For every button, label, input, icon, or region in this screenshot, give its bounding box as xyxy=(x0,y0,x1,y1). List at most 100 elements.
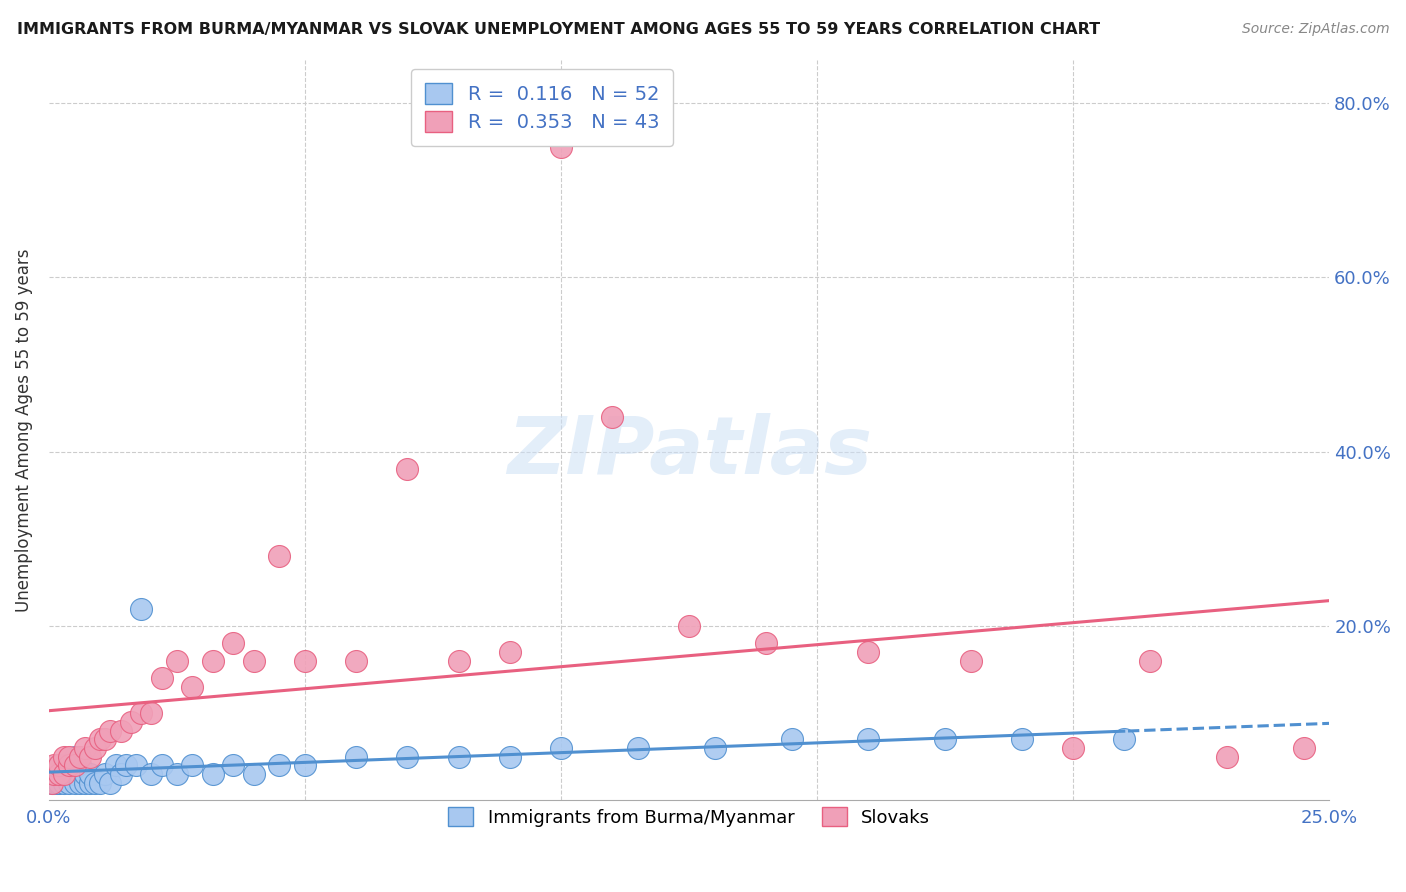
Point xyxy=(48,767,70,781)
Point xyxy=(53,749,76,764)
Point xyxy=(550,139,572,153)
Point xyxy=(42,767,65,781)
Point xyxy=(63,767,86,781)
Y-axis label: Unemployment Among Ages 55 to 59 years: Unemployment Among Ages 55 to 59 years xyxy=(15,248,32,612)
Point xyxy=(1216,749,1239,764)
Point xyxy=(125,758,148,772)
Text: Source: ZipAtlas.com: Source: ZipAtlas.com xyxy=(1241,22,1389,37)
Point xyxy=(755,636,778,650)
Point xyxy=(858,732,880,747)
Point xyxy=(48,758,70,772)
Point xyxy=(858,645,880,659)
Point xyxy=(100,776,122,790)
Point xyxy=(1114,732,1136,747)
Point xyxy=(53,758,76,772)
Point xyxy=(53,767,76,781)
Point xyxy=(294,654,316,668)
Point xyxy=(84,776,107,790)
Point xyxy=(79,749,101,764)
Point xyxy=(1292,740,1315,755)
Point xyxy=(110,723,132,738)
Point xyxy=(41,776,63,790)
Point xyxy=(42,776,65,790)
Point xyxy=(150,758,173,772)
Point xyxy=(243,767,266,781)
Point xyxy=(58,776,80,790)
Point xyxy=(678,619,700,633)
Point xyxy=(42,767,65,781)
Point xyxy=(499,749,522,764)
Point xyxy=(73,767,96,781)
Point xyxy=(69,776,91,790)
Point xyxy=(104,758,127,772)
Point xyxy=(166,767,188,781)
Point xyxy=(79,776,101,790)
Point xyxy=(58,758,80,772)
Point xyxy=(94,767,117,781)
Point xyxy=(269,758,291,772)
Point xyxy=(100,723,122,738)
Point xyxy=(181,758,204,772)
Point xyxy=(780,732,803,747)
Point xyxy=(181,680,204,694)
Point xyxy=(48,758,70,772)
Point xyxy=(129,601,152,615)
Point xyxy=(129,706,152,720)
Point xyxy=(1011,732,1033,747)
Text: ZIPatlas: ZIPatlas xyxy=(506,413,872,491)
Point xyxy=(94,732,117,747)
Point xyxy=(63,749,86,764)
Point xyxy=(89,732,111,747)
Point xyxy=(222,758,245,772)
Point xyxy=(120,714,142,729)
Point xyxy=(58,767,80,781)
Point xyxy=(58,749,80,764)
Point xyxy=(41,776,63,790)
Point xyxy=(114,758,136,772)
Point xyxy=(79,767,101,781)
Point xyxy=(222,636,245,650)
Point xyxy=(934,732,956,747)
Point xyxy=(141,706,163,720)
Point xyxy=(48,776,70,790)
Point xyxy=(201,767,224,781)
Point xyxy=(63,758,86,772)
Point xyxy=(294,758,316,772)
Point xyxy=(396,462,419,476)
Point xyxy=(73,740,96,755)
Point xyxy=(110,767,132,781)
Point xyxy=(1139,654,1161,668)
Point xyxy=(69,749,91,764)
Point xyxy=(84,740,107,755)
Point xyxy=(42,758,65,772)
Point xyxy=(243,654,266,668)
Point xyxy=(58,758,80,772)
Point xyxy=(53,767,76,781)
Point xyxy=(344,654,367,668)
Point xyxy=(89,776,111,790)
Point xyxy=(269,549,291,564)
Point xyxy=(45,776,67,790)
Point xyxy=(69,758,91,772)
Point xyxy=(447,654,470,668)
Point xyxy=(959,654,981,668)
Point xyxy=(201,654,224,668)
Point xyxy=(73,776,96,790)
Point xyxy=(499,645,522,659)
Point xyxy=(396,749,419,764)
Point xyxy=(166,654,188,668)
Point xyxy=(48,767,70,781)
Point xyxy=(1062,740,1084,755)
Point xyxy=(703,740,725,755)
Point xyxy=(600,409,623,424)
Point xyxy=(550,740,572,755)
Text: IMMIGRANTS FROM BURMA/MYANMAR VS SLOVAK UNEMPLOYMENT AMONG AGES 55 TO 59 YEARS C: IMMIGRANTS FROM BURMA/MYANMAR VS SLOVAK … xyxy=(17,22,1099,37)
Point xyxy=(53,776,76,790)
Point xyxy=(63,776,86,790)
Point xyxy=(141,767,163,781)
Point xyxy=(344,749,367,764)
Point xyxy=(627,740,650,755)
Legend: Immigrants from Burma/Myanmar, Slovaks: Immigrants from Burma/Myanmar, Slovaks xyxy=(439,798,939,836)
Point xyxy=(150,671,173,685)
Point xyxy=(447,749,470,764)
